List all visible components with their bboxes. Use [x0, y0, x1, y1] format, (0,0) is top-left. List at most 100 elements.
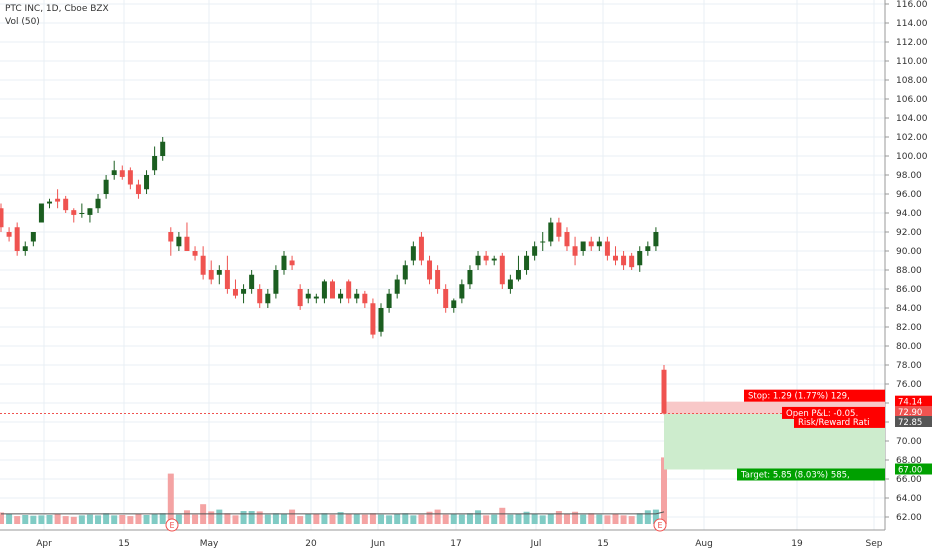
y-tick-label: 62.00 [896, 513, 922, 523]
volume-bar [661, 457, 667, 524]
candle-body [378, 308, 384, 332]
volume-bar [329, 514, 336, 524]
volume-bar [483, 515, 490, 524]
volume-bar [523, 511, 530, 524]
volume-bar [30, 515, 37, 524]
volume-bar [0, 512, 4, 524]
earnings-marker-circle [653, 518, 667, 532]
x-tick-label: 17 [450, 539, 461, 549]
candle-body [273, 270, 279, 294]
volume-bar [402, 513, 409, 524]
open-pnl-label: Open P&L: -0.05, [786, 409, 858, 419]
candle-body [346, 281, 352, 299]
volume-bar [337, 512, 344, 524]
candle-body [14, 227, 20, 251]
candle-body [232, 289, 238, 296]
earnings-marker-label: E [657, 521, 662, 530]
volume-bar [70, 516, 77, 524]
y-tick-label: 104.00 [896, 114, 928, 124]
volume-bar [572, 511, 579, 524]
candle-body [184, 236, 190, 251]
earnings-marker-circle [165, 518, 179, 532]
volume-bar [313, 513, 320, 524]
candle-body [168, 232, 174, 242]
volume-bar [652, 509, 659, 524]
volume-bar [466, 513, 473, 524]
volume-bar [353, 513, 360, 524]
volume-bar [394, 513, 401, 524]
volume-bar [192, 514, 199, 524]
candle-body [22, 246, 28, 251]
price-tag-last: 72.90 [898, 408, 922, 418]
volume-bar [410, 515, 417, 524]
x-tick-label: Jun [370, 539, 385, 549]
volume-bar [78, 515, 85, 524]
candle-body [386, 293, 392, 308]
volume-bar [531, 513, 538, 524]
candle-body [451, 300, 457, 308]
volume-bar [507, 514, 514, 524]
candle-body [249, 274, 255, 289]
price-tag-target: 67.00 [898, 466, 922, 476]
y-tick-label: 116.00 [896, 0, 928, 10]
candle-body [645, 246, 651, 251]
y-tick-label: 102.00 [896, 133, 928, 143]
x-tick-label: Apr [36, 539, 52, 549]
candle-body [111, 170, 117, 175]
volume-bar [127, 516, 134, 524]
candle-body [152, 156, 158, 171]
y-tick-label: 92.00 [896, 228, 922, 238]
candle-body [176, 236, 182, 247]
volume-bar [418, 514, 425, 524]
target-label-bg [737, 468, 885, 481]
y-tick-label: 76.00 [896, 380, 922, 390]
volume-bar [159, 513, 166, 524]
volume-bar [458, 514, 465, 524]
y-tick-label: 112.00 [896, 38, 928, 48]
candle-body [313, 296, 319, 299]
candle-body [87, 208, 93, 215]
candle-body [459, 284, 465, 299]
candle-body [564, 232, 570, 247]
candle-body [467, 270, 473, 285]
x-tick-label: May [200, 539, 219, 549]
y-tick-label: 98.00 [896, 171, 922, 181]
volume-bar [46, 515, 53, 524]
volume-bar [256, 511, 263, 524]
volume-bar [216, 509, 223, 524]
candle-body [297, 289, 303, 307]
volume-bar [378, 514, 385, 524]
risk-reward-label-bg [794, 415, 885, 428]
candle-body [443, 289, 449, 308]
candle-body [289, 260, 295, 266]
volume-bar [289, 509, 296, 524]
candle-body [540, 241, 546, 243]
candle-body [637, 251, 643, 266]
candle-body [532, 246, 538, 256]
volume-bar [86, 514, 93, 524]
y-tick-label: 80.00 [896, 342, 922, 352]
candle-body [370, 303, 376, 335]
candle-body [580, 241, 586, 251]
volume-bar [167, 473, 174, 524]
y-tick-label: 94.00 [896, 209, 922, 219]
y-tick-label: 114.00 [896, 19, 928, 29]
y-tick-label: 70.00 [896, 437, 922, 447]
candle-body [208, 270, 214, 280]
candle-body [200, 255, 206, 275]
volume-bar [305, 513, 312, 524]
candle-body [224, 270, 230, 289]
stop-label: Stop: 1.29 (1.77%) 129, [748, 392, 850, 402]
candle-body [241, 289, 247, 294]
candle-body [596, 241, 602, 247]
candle-body [661, 369, 667, 414]
volume-bar [515, 513, 522, 524]
volume-bar [54, 513, 61, 524]
volume-bar [14, 516, 21, 524]
candle-body [30, 232, 36, 242]
price-tag-stop: 74.14 [898, 398, 922, 408]
volume-bar [434, 509, 441, 524]
risk-reward-label: Risk/Reward Rati [798, 418, 869, 428]
volume-bar [596, 514, 603, 524]
